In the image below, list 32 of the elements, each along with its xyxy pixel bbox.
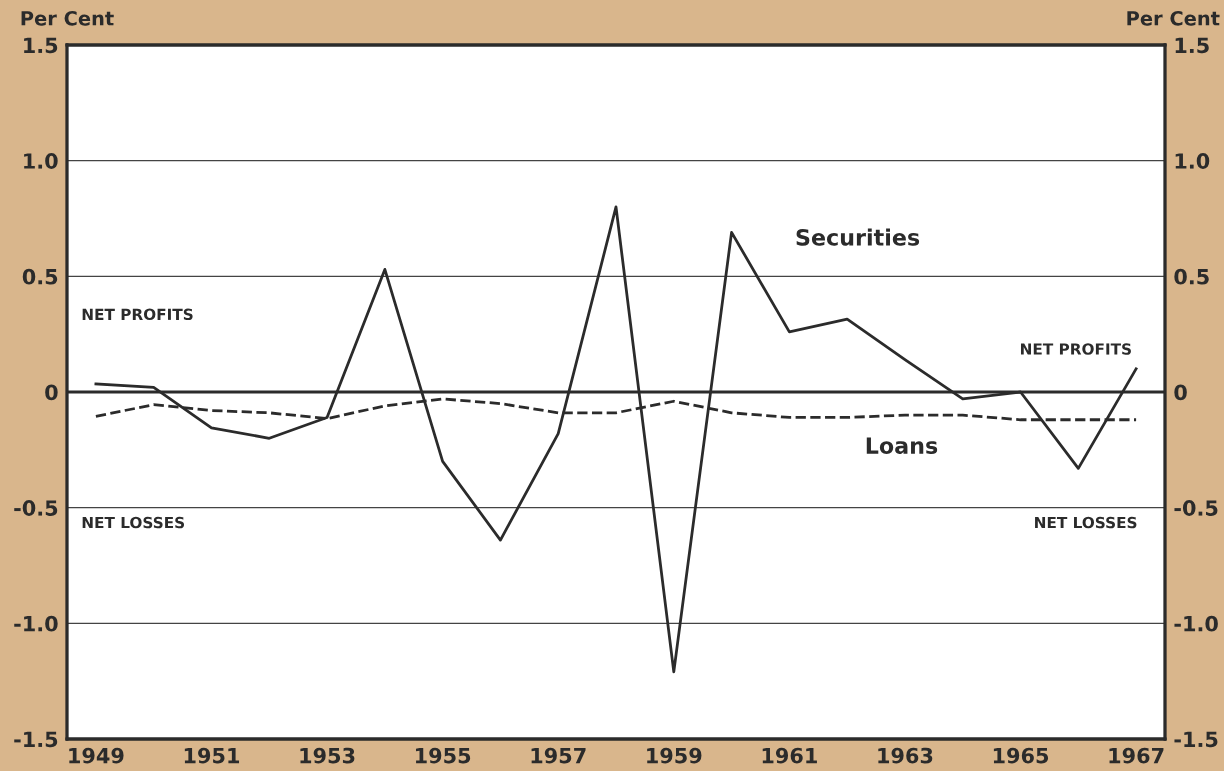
x-tick-label: 1961	[762, 747, 817, 764]
y-axis-title: Per Cent	[21, 10, 114, 26]
annotation: NET LOSSES	[82, 516, 185, 529]
x-tick-label: 1959	[647, 747, 702, 764]
annotation: NET PROFITS	[1021, 343, 1131, 355]
x-tick-label: 1963	[878, 747, 933, 764]
y-tick-label: 1.5	[24, 37, 58, 54]
x-tick-label: 1951	[184, 747, 240, 764]
x-tick-label: 1967	[1109, 747, 1164, 764]
y-tick-label: -0.5	[14, 500, 58, 516]
y2-tick-label: 1.0	[1175, 153, 1210, 169]
y-tick-label: 0	[45, 384, 58, 401]
x-tick-label: 1957	[531, 747, 586, 764]
x-tick-label: 1955	[415, 747, 471, 764]
y2-tick-label: -1.5	[1174, 731, 1218, 748]
annotation: NET LOSSES	[1035, 516, 1137, 529]
y2-axis-title: Per Cent	[1127, 10, 1220, 26]
y-tick-label: -1.5	[14, 731, 58, 748]
y2-tick-label: -1.0	[1174, 615, 1218, 632]
y-tick-label: 1.0	[24, 153, 58, 169]
y-tick-label: -1.0	[14, 615, 58, 632]
x-tick-label: 1965	[993, 747, 1049, 764]
y2-tick-label: 0.5	[1174, 268, 1209, 285]
series-label: Loans	[866, 437, 938, 454]
y2-tick-label: 0	[1174, 384, 1187, 401]
y2-tick-label: 1.5	[1175, 37, 1209, 54]
x-tick-label: 1949	[69, 747, 124, 764]
y-tick-label: 0.5	[22, 268, 58, 285]
annotation: NET PROFITS	[82, 308, 193, 321]
text: Securities	[796, 228, 920, 246]
y2-tick-label: -0.5	[1174, 500, 1218, 516]
x-tick-label: 1953	[300, 747, 355, 764]
